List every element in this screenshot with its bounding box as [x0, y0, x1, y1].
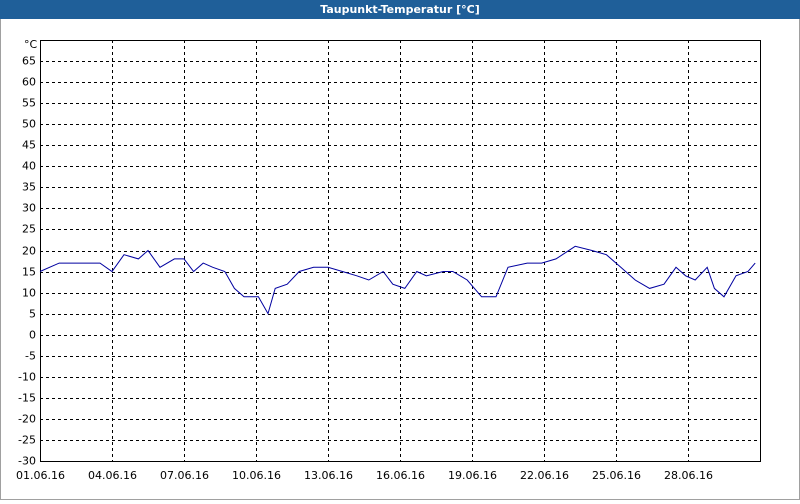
x-tick-label: 07.06.16	[160, 469, 209, 482]
data-line	[39, 245, 756, 315]
y-tick-label: 5	[29, 308, 36, 321]
x-tick-label: 01.06.16	[16, 469, 65, 482]
y-tick-label: 60	[22, 76, 36, 89]
y-tick-label: 0	[29, 329, 36, 342]
y-tick-label: 40	[22, 160, 36, 173]
y-tick-label: 25	[22, 223, 36, 236]
y-tick-label: 20	[22, 245, 36, 258]
x-tick-label: 28.06.16	[664, 469, 713, 482]
y-tick-label: -10	[18, 371, 36, 384]
x-tick-label: 19.06.16	[448, 469, 497, 482]
y-tick-label: -25	[18, 434, 36, 447]
x-tick-label: 22.06.16	[520, 469, 569, 482]
y-tick-label: 30	[22, 202, 36, 215]
x-tick-label: 13.06.16	[304, 469, 353, 482]
x-tick-label: 16.06.16	[376, 469, 425, 482]
y-tick-label: 55	[22, 97, 36, 110]
y-tick-label: 35	[22, 181, 36, 194]
y-tick-label: 15	[22, 266, 36, 279]
y-tick-label: 50	[22, 118, 36, 131]
y-tick-label: -5	[25, 350, 36, 363]
y-tick-label: 65	[22, 55, 36, 68]
y-tick-label: -20	[18, 413, 36, 426]
y-tick-label: 45	[22, 139, 36, 152]
y-tick-label: -30	[18, 455, 36, 468]
plot-frame	[40, 40, 761, 462]
x-tick-label: 10.06.16	[232, 469, 281, 482]
y-tick-label: 10	[22, 287, 36, 300]
x-tick-label: 25.06.16	[592, 469, 641, 482]
x-tick-label: 04.06.16	[88, 469, 137, 482]
title-bar	[0, 0, 800, 19]
y-unit-label: °C	[24, 38, 38, 51]
y-tick-label: -15	[18, 392, 36, 405]
chart-title: Taupunkt-Temperatur [°C]	[320, 3, 480, 16]
